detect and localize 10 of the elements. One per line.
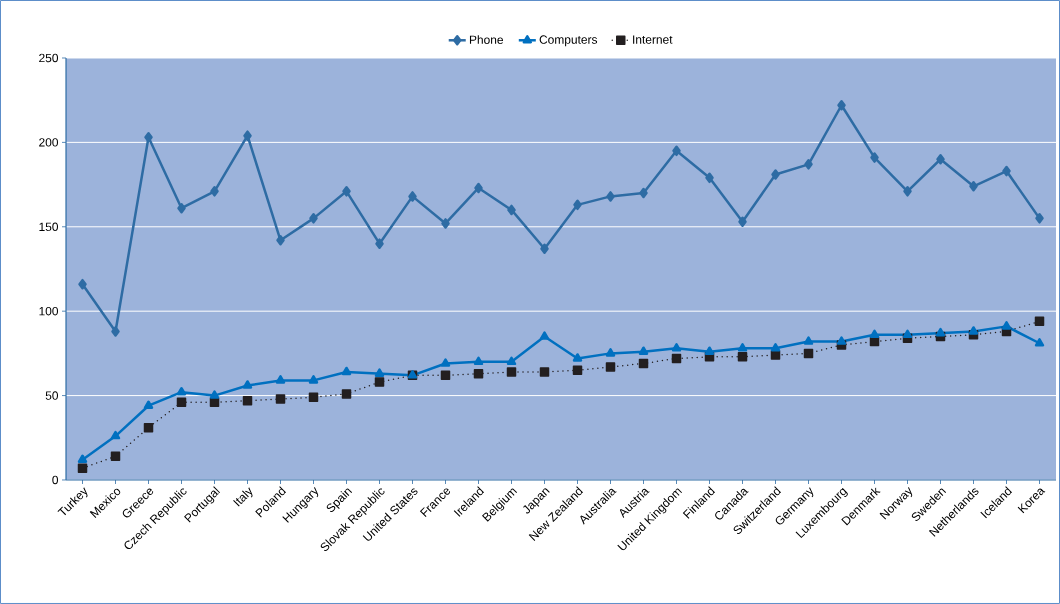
y-tick-label: 0 — [52, 475, 59, 485]
y-tick-label: 50 — [45, 391, 59, 400]
y-tick-label: 150 — [39, 222, 59, 232]
legend-label: Internet — [633, 35, 673, 44]
y-tick-label: 250 — [39, 53, 59, 63]
x-tick-label: Italy — [233, 487, 253, 507]
y-tick-label: 200 — [39, 138, 59, 147]
y-tick-label: 100 — [39, 306, 59, 316]
legend-label: Phone — [469, 35, 504, 44]
legend-label: Computers — [539, 35, 598, 47]
